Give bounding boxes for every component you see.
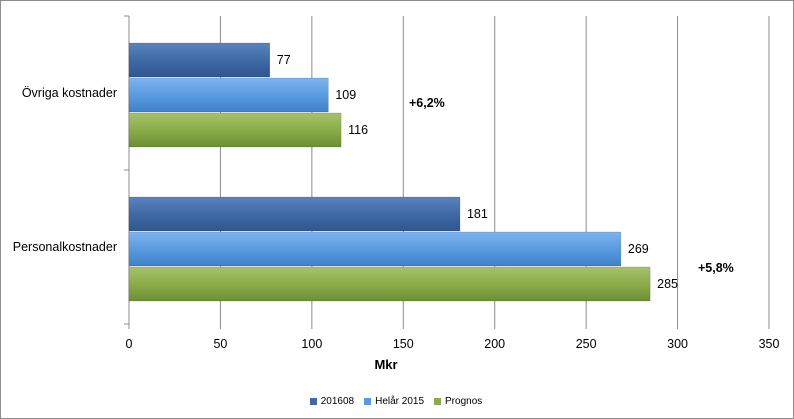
data-label: 109 (335, 88, 356, 102)
gridlines (219, 16, 770, 324)
bar-hel-r-2015 (128, 77, 329, 113)
x-tick-label: 250 (576, 337, 597, 351)
category-label: Personalkostnader (13, 240, 117, 254)
x-axis-title: Mkr (374, 357, 397, 372)
data-label: 285 (657, 277, 678, 291)
growth-annotation: +5,8% (698, 261, 734, 275)
data-labels: 77 109 116 181 269 285 +6,2% +5,8% (277, 53, 734, 291)
bar-201608 (128, 196, 461, 232)
legend: 201608 Helår 2015 Prognos (1, 393, 794, 409)
legend-item: Helår 2015 (364, 396, 424, 407)
data-label: 116 (348, 123, 368, 137)
legend-item: 201608 (309, 395, 355, 407)
legend-label: 201608 (320, 395, 355, 407)
data-label: 181 (467, 207, 488, 221)
legend-swatch (364, 397, 372, 405)
x-tick-label: 150 (393, 337, 414, 351)
growth-annotation: +6,2% (409, 96, 445, 110)
x-tick-label: 300 (667, 337, 688, 351)
x-tick-label: 200 (484, 337, 505, 351)
legend-label: Helår 2015 (375, 395, 425, 407)
axes: 0 50 100 150 200 250 300 350 Övriga kostnader Per… (13, 15, 780, 351)
bar-201608 (128, 42, 271, 78)
legend-swatch (434, 397, 442, 405)
legend-label: Prognos (445, 395, 483, 407)
x-tick-label: 50 (213, 337, 227, 351)
data-label: 269 (628, 242, 649, 256)
bar-chart: 0 50 100 150 200 250 300 350 Övriga kostnader Per… (13, 15, 780, 372)
legend-item: Prognos (434, 396, 482, 407)
x-tick-label: 350 (759, 337, 780, 351)
bars (128, 42, 651, 302)
x-tick-label: 100 (301, 337, 322, 351)
x-tick-label: 0 (126, 337, 133, 351)
legend-swatch (309, 397, 317, 405)
bar-prognos (128, 266, 651, 302)
bar-prognos (128, 112, 342, 148)
category-label: Övriga kostnader (22, 86, 117, 100)
data-label: 77 (277, 53, 291, 67)
bar-hel-r-2015 (128, 231, 622, 267)
